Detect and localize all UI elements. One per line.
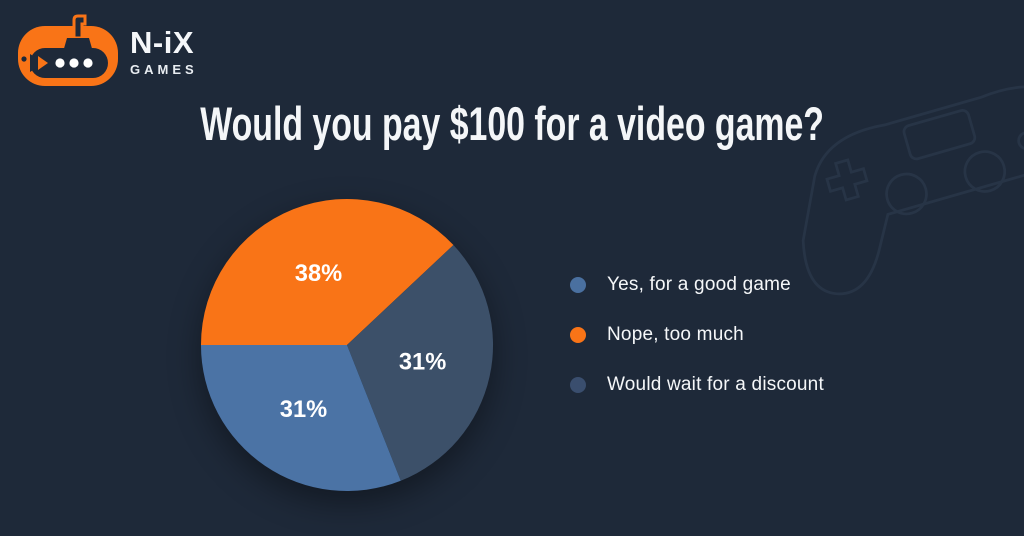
title-row: Would you pay $100 for a video game? — [0, 96, 1024, 151]
legend-label: Yes, for a good game — [607, 274, 791, 295]
legend-dot-icon — [570, 277, 586, 293]
brand-name: N-iX — [130, 24, 194, 60]
legend-dot-icon — [570, 377, 586, 393]
legend-item: Nope, too much — [570, 320, 824, 350]
pie-chart: 38% 31% 31% — [199, 197, 495, 493]
pie-slice — [200, 198, 454, 345]
legend-item: Yes, for a good game — [570, 270, 824, 300]
pie-slice-label: 31% — [399, 350, 446, 376]
pie-chart-svg: 38% 31% 31% — [200, 198, 494, 492]
legend-label: Nope, too much — [607, 324, 744, 345]
pie-slice — [347, 245, 494, 481]
brand-tagline: GAMES — [130, 61, 198, 77]
legend-label: Would wait for a discount — [607, 374, 824, 395]
brand-wordmark: N-iX GAMES — [130, 27, 198, 76]
page-title: Would you pay $100 for a video game? — [200, 97, 824, 150]
legend-item: Would wait for a discount — [570, 370, 824, 400]
legend-dot-icon — [570, 327, 586, 343]
pie-slice — [200, 345, 401, 492]
brand-logo: N-iX GAMES — [16, 12, 198, 88]
chart-legend: Yes, for a good game Nope, too much Woul… — [570, 270, 824, 400]
pie-slice-label: 31% — [280, 397, 327, 423]
submarine-icon — [18, 14, 118, 86]
gamepad-watermark-icon — [801, 85, 1024, 296]
pie-slice-label: 38% — [295, 261, 342, 287]
